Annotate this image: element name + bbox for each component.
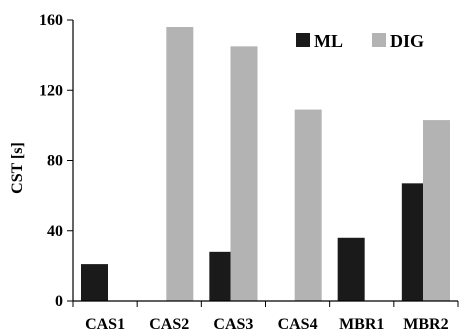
legend: ML DIG — [296, 31, 424, 51]
legend-swatch-dig — [372, 33, 386, 47]
bar-ml-cas1 — [81, 264, 108, 301]
x-ticks: CAS1 CAS2 CAS3 CAS4 MBR1 MBR2 — [72, 301, 459, 333]
x-tick-label-cas1: CAS1 — [85, 316, 125, 333]
y-tick-label: 160 — [39, 12, 63, 29]
x-tick-label-cas4: CAS4 — [278, 316, 318, 333]
bar-dig-mbr2 — [423, 120, 450, 301]
x-tick-label-mbr2: MBR2 — [403, 316, 448, 333]
axes — [72, 20, 458, 302]
legend-swatch-ml — [296, 33, 310, 47]
x-tick-label-mbr1: MBR1 — [339, 316, 384, 333]
bar-ml-mbr1 — [337, 237, 365, 301]
bar-dig-cas4 — [294, 109, 322, 301]
bars — [81, 27, 450, 302]
bar-dig-cas3 — [230, 46, 258, 301]
x-tick-label-cas2: CAS2 — [149, 316, 189, 333]
bar-dig-cas2 — [166, 27, 194, 302]
y-tick-label: 40 — [47, 223, 63, 240]
legend-label-ml: ML — [314, 31, 343, 51]
x-tick-label-cas3: CAS3 — [213, 316, 253, 333]
legend-label-dig: DIG — [390, 31, 424, 51]
y-tick-label: 120 — [39, 82, 63, 99]
y-tick-label: 80 — [47, 153, 63, 170]
y-tick-label: 0 — [55, 293, 63, 310]
y-axis-label: CST [s] — [9, 142, 26, 194]
y-ticks: 0 40 80 120 160 — [39, 12, 73, 310]
